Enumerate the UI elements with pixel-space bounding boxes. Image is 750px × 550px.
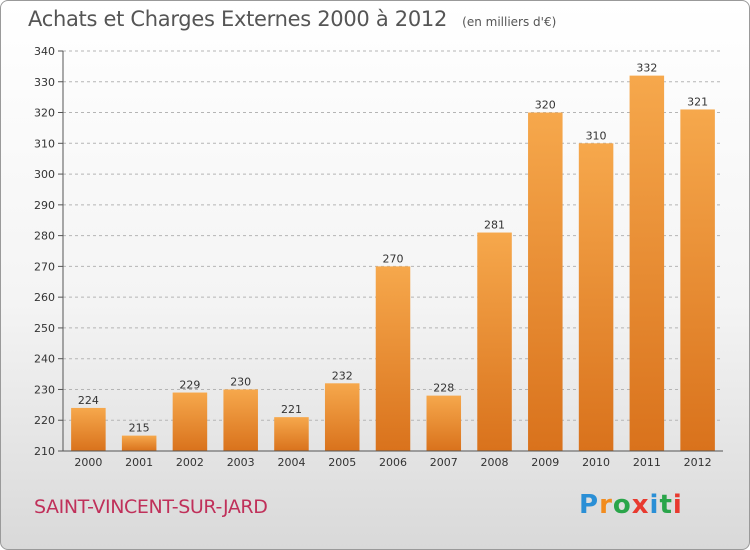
- logo-letter: t: [659, 490, 673, 520]
- x-tick-label: 2007: [430, 456, 458, 469]
- data-label-2003: 230: [230, 375, 251, 388]
- bar-2011: [629, 75, 665, 451]
- data-label-2004: 221: [281, 403, 302, 416]
- y-tick-label: 330: [34, 76, 55, 89]
- bars: 224 215 229 230 221 232 270 228 281 320 310 332 321: [71, 62, 715, 452]
- y-tick-label: 310: [34, 137, 55, 150]
- y-tick-label: 290: [34, 199, 55, 212]
- x-tick-label: 2003: [227, 456, 255, 469]
- logo-letter: i: [649, 490, 660, 520]
- data-label-2010: 310: [586, 129, 607, 142]
- proxiti-logo[interactable]: Proxiti: [579, 490, 683, 520]
- data-label-2000: 224: [78, 394, 99, 407]
- y-tick-label: 220: [34, 414, 55, 427]
- data-label-2012: 321: [687, 95, 708, 108]
- x-tick-label: 2010: [582, 456, 610, 469]
- data-label-2011: 332: [636, 62, 657, 75]
- bar-2006: [375, 266, 411, 451]
- bar-2005: [324, 383, 360, 451]
- commune-name: SAINT-VINCENT-SUR-JARD: [34, 496, 268, 518]
- x-tick-label: 2001: [125, 456, 153, 469]
- y-tick-label: 300: [34, 168, 55, 181]
- y-tick-label: 320: [34, 107, 55, 120]
- y-tick-label: 210: [34, 445, 55, 458]
- bar-2000: [71, 407, 106, 451]
- bar-2002: [172, 392, 208, 451]
- x-tick-label: 2002: [176, 456, 204, 469]
- chart-title: Achats et Charges Externes 2000 à 2012: [28, 7, 448, 31]
- data-label-2009: 320: [535, 99, 556, 112]
- y-tick-label: 240: [34, 353, 55, 366]
- logo-letter: x: [631, 490, 650, 520]
- logo-letter: P: [579, 490, 600, 520]
- x-tick-label: 2008: [481, 456, 509, 469]
- bar-2001: [121, 435, 157, 451]
- data-label-2002: 229: [179, 379, 200, 392]
- logo-letter: o: [612, 490, 632, 520]
- y-tick-label: 260: [34, 291, 55, 304]
- bar-2007: [426, 395, 462, 451]
- logo-letter: r: [599, 490, 613, 520]
- data-label-2006: 270: [383, 252, 404, 265]
- bar-2009: [528, 112, 563, 452]
- y-axis: 210 220 230 240 250 260 270 280 290 300 310 320 330 3…: [34, 45, 64, 458]
- data-label-2005: 232: [332, 369, 353, 382]
- x-tick-label: 2004: [277, 456, 305, 469]
- data-label-2007: 228: [433, 382, 454, 395]
- x-tick-label: 2009: [531, 456, 559, 469]
- x-axis: 2000 2001 2002 2003 2004 2005 2006 2007 2008 2009…: [63, 450, 723, 469]
- y-tick-label: 340: [34, 45, 55, 58]
- bar-2003: [223, 389, 258, 451]
- data-label-2001: 215: [129, 422, 150, 435]
- x-tick-label: 2000: [74, 456, 102, 469]
- x-tick-label: 2006: [379, 456, 407, 469]
- x-tick-label: 2005: [328, 456, 356, 469]
- y-tick-label: 250: [34, 322, 55, 335]
- bar-2010: [578, 143, 614, 452]
- bar-2012: [680, 109, 715, 451]
- data-label-2008: 281: [484, 219, 505, 232]
- x-tick-label: 2012: [684, 456, 712, 469]
- y-tick-label: 230: [34, 383, 55, 396]
- logo-letter: i: [672, 490, 683, 520]
- bar-2004: [274, 417, 309, 451]
- title-row: Achats et Charges Externes 2000 à 2012 (…: [28, 7, 556, 31]
- y-tick-label: 270: [34, 260, 55, 273]
- chart-unit: (en milliers d'€): [462, 15, 557, 29]
- x-tick-label: 2011: [633, 456, 661, 469]
- y-tick-label: 280: [34, 230, 55, 243]
- bar-2008: [477, 232, 512, 451]
